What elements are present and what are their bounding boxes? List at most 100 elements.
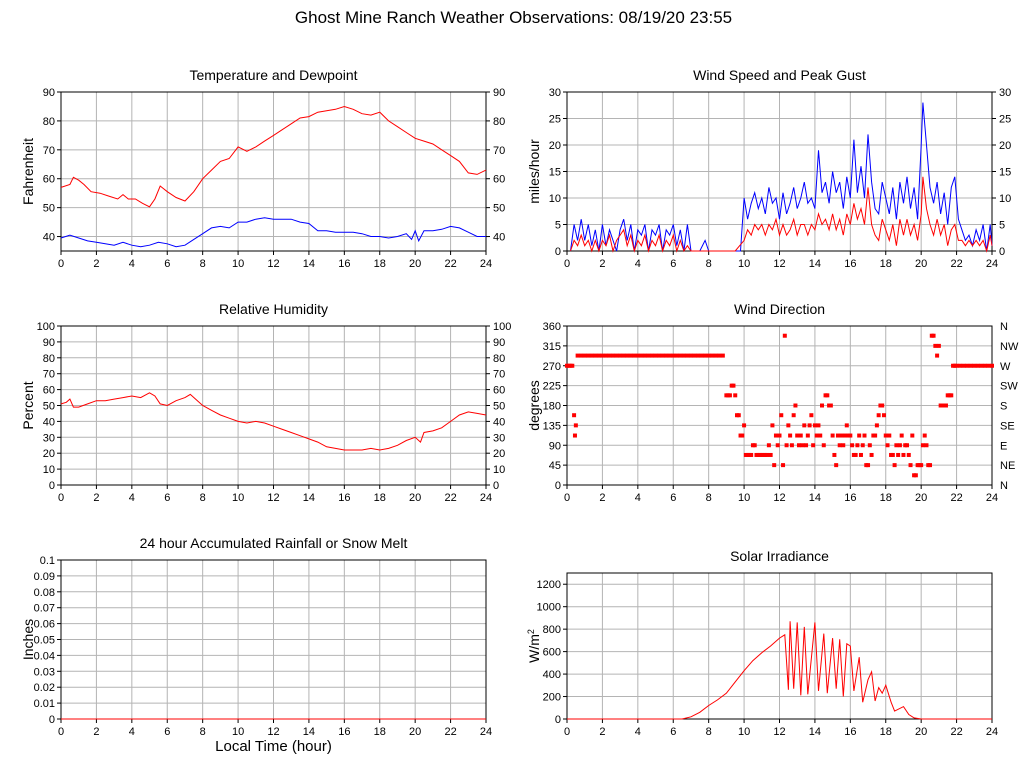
data-point xyxy=(660,353,665,358)
data-point xyxy=(657,353,662,358)
data-point xyxy=(786,423,791,428)
y-tick-label-right: 40 xyxy=(493,232,505,244)
data-point xyxy=(972,363,977,368)
data-point xyxy=(990,363,994,368)
data-point xyxy=(752,443,757,448)
compass-label: NE xyxy=(1000,460,1015,472)
data-point xyxy=(635,353,640,358)
y-tick-label-right: 10 xyxy=(493,464,505,476)
data-point xyxy=(802,423,807,428)
y-tick-label: 25 xyxy=(549,114,561,126)
x-tick-label: 18 xyxy=(880,258,892,270)
x-tick-label: 14 xyxy=(303,492,315,504)
x-tick-label: 22 xyxy=(444,492,456,504)
x-tick-label: 14 xyxy=(809,726,821,738)
data-point xyxy=(843,433,848,438)
data-point xyxy=(589,353,594,358)
x-tick-label: 22 xyxy=(950,726,962,738)
data-point xyxy=(809,413,814,418)
data-point xyxy=(742,423,747,428)
y-tick-label: 70 xyxy=(43,145,55,157)
data-point xyxy=(674,353,679,358)
data-point xyxy=(890,452,895,457)
data-point xyxy=(825,393,830,398)
y-tick-label: 80 xyxy=(43,116,55,128)
y-tick-label: 270 xyxy=(543,361,561,373)
y-tick-label-right: 10 xyxy=(999,193,1011,205)
y-tick-label: 360 xyxy=(543,321,561,333)
data-point xyxy=(835,433,840,438)
compass-label: SE xyxy=(1000,420,1015,432)
y-tick-label: 800 xyxy=(543,624,561,636)
data-point xyxy=(919,463,924,468)
data-point xyxy=(857,433,862,438)
data-point xyxy=(901,452,906,457)
data-point xyxy=(883,433,888,438)
x-tick-label: 4 xyxy=(129,492,135,504)
y-tick-label: 200 xyxy=(543,692,561,704)
data-point xyxy=(685,353,690,358)
x-tick-label: 24 xyxy=(480,726,492,738)
data-point xyxy=(621,353,626,358)
y-tick-label-right: 50 xyxy=(493,203,505,215)
data-point xyxy=(796,443,801,448)
y-tick-label-right: 30 xyxy=(999,87,1011,99)
y-tick-label: 0 xyxy=(49,714,55,726)
data-point xyxy=(678,353,683,358)
y-tick-label: 40 xyxy=(43,232,55,244)
x-tick-label: 6 xyxy=(164,258,170,270)
data-point xyxy=(766,443,771,448)
data-point xyxy=(642,353,647,358)
data-point xyxy=(614,353,619,358)
data-point xyxy=(897,443,902,448)
y-tick-label: 10 xyxy=(43,464,55,476)
x-tick-label: 6 xyxy=(670,258,676,270)
x-tick-label: 24 xyxy=(986,726,998,738)
x-tick-label: 10 xyxy=(232,726,244,738)
compass-label: NW xyxy=(1000,341,1019,353)
data-point xyxy=(837,443,842,448)
y-tick-label-right: 25 xyxy=(999,114,1011,126)
x-tick-label: 2 xyxy=(599,492,605,504)
data-point xyxy=(805,433,810,438)
data-point xyxy=(880,403,885,408)
y-tick-label-right: 60 xyxy=(493,174,505,186)
compass-label: S xyxy=(1000,401,1007,413)
data-point xyxy=(821,443,826,448)
y-tick-label: 60 xyxy=(43,174,55,186)
data-point xyxy=(733,393,738,398)
x-tick-label: 20 xyxy=(409,258,421,270)
x-tick-label: 18 xyxy=(880,726,892,738)
data-point xyxy=(625,353,630,358)
data-point xyxy=(779,413,784,418)
y-tick-label: 100 xyxy=(37,321,55,333)
data-point xyxy=(866,463,871,468)
y-tick-label-right: 60 xyxy=(493,385,505,397)
y-axis-label: Fahrenheit xyxy=(20,138,36,205)
x-tick-label: 0 xyxy=(58,492,64,504)
data-point xyxy=(781,463,786,468)
data-point xyxy=(905,443,909,448)
data-point xyxy=(855,443,860,448)
data-point xyxy=(979,363,984,368)
data-point xyxy=(773,433,778,438)
x-tick-label: 2 xyxy=(93,492,99,504)
y-tick-label-right: 100 xyxy=(493,321,511,333)
data-point xyxy=(931,333,936,338)
data-point xyxy=(582,353,587,358)
x-tick-label: 12 xyxy=(267,258,279,270)
x-tick-label: 22 xyxy=(950,492,962,504)
data-point xyxy=(949,393,954,398)
data-point xyxy=(906,452,911,457)
data-point xyxy=(896,452,901,457)
data-point xyxy=(839,433,844,438)
data-point xyxy=(788,433,793,438)
y-tick-label: 135 xyxy=(543,420,561,432)
y-tick-label-right: 30 xyxy=(493,432,505,444)
y-tick-label: 90 xyxy=(549,440,561,452)
data-point xyxy=(899,433,904,438)
x-tick-label: 24 xyxy=(986,492,998,504)
page-title: Ghost Mine Ranch Weather Observations: 0… xyxy=(294,8,733,27)
y-tick-label: 0 xyxy=(49,480,55,492)
